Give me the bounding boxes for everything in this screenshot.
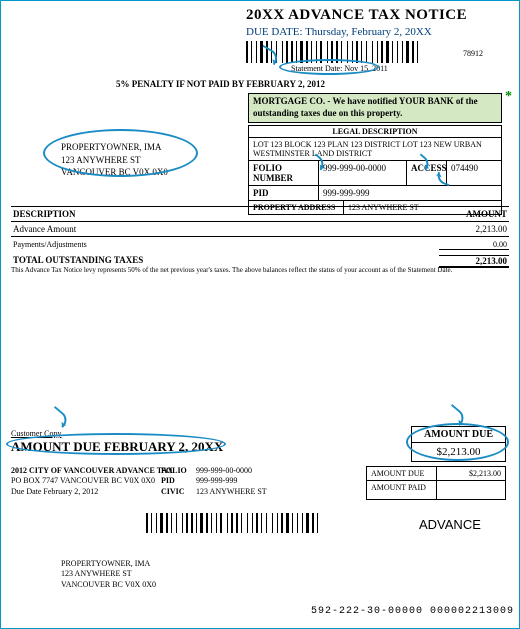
folio-label: FOLIO NUMBER: [249, 161, 319, 185]
remit-identifiers: FOLIO999-999-00-0000 PID999-999-999 CIVI…: [161, 466, 267, 497]
stub-owner-name: PROPERTYOWNER, IMA: [61, 559, 156, 569]
stub-amount-due-value: $2,213.00: [437, 467, 505, 480]
access-value: 074490: [447, 161, 482, 185]
barcode-bottom: [146, 513, 346, 533]
stub-pid-label: PID: [161, 476, 196, 486]
adjustments-value: 0.00: [439, 240, 509, 250]
mortgage-notice: MORTGAGE CO. - We have notified YOUR BAN…: [248, 93, 502, 123]
advance-amount-label: Advance Amount: [11, 224, 439, 234]
penalty-notice: 5% PENALTY IF NOT PAID BY FEBRUARY 2, 20…: [116, 79, 325, 89]
annotation-arrow: [47, 406, 70, 428]
annotation-circle: [279, 59, 379, 75]
stub-civic-value: 123 ANYWHERE ST: [196, 487, 267, 496]
stub-amount-paid-value: [437, 481, 505, 499]
stub-owner-street: 123 ANYWHERE ST: [61, 569, 156, 579]
col-description: DESCRIPTION: [11, 207, 439, 221]
stub-civic-label: CIVIC: [161, 487, 196, 497]
stub-owner-address: PROPERTYOWNER, IMA 123 ANYWHERE ST VANCO…: [61, 559, 156, 590]
advance-label: ADVANCE: [419, 517, 481, 532]
document-number: 78912: [463, 49, 483, 58]
pid-label: PID: [249, 186, 319, 200]
due-date: DUE DATE: Thursday, February 2, 20XX: [246, 26, 467, 38]
stub-owner-city: VANCOUVER BC V0X 0X0: [61, 580, 156, 590]
notice-title: 20XX ADVANCE TAX NOTICE: [246, 7, 467, 24]
remit-issuer: 2012 CITY OF VANCOUVER ADVANCE TAX PO BO…: [11, 466, 173, 497]
ocr-scanline: 592-222-30-00000 000002213009: [311, 606, 514, 617]
asterisk-mark: *: [505, 89, 512, 105]
annotation-circle: [43, 129, 198, 177]
stub-folio-label: FOLIO: [161, 466, 196, 476]
notice-footnote: This Advance Tax Notice levy represents …: [11, 266, 509, 274]
advance-amount-value: 2,213.00: [439, 224, 509, 234]
annotation-circle: [406, 423, 509, 461]
stub-pid-value: 999-999-999: [196, 476, 237, 485]
legal-header: LEGAL DESCRIPTION: [249, 126, 501, 138]
stub-amount-due-label: AMOUNT DUE: [367, 467, 437, 480]
legal-description: LOT 123 BLOCK 123 PLAN 123 DISTRICT LOT …: [249, 138, 501, 161]
annotation-circle: [6, 433, 226, 455]
col-amount: AMOUNT: [439, 207, 509, 221]
issuer-address: PO BOX 7747 VANCOUVER BC V0X 0X0: [11, 476, 173, 486]
stub-folio-value: 999-999-00-0000: [196, 466, 252, 475]
issuer-due-date: Due Date February 2, 2012: [11, 487, 173, 497]
stub-amount-paid-label: AMOUNT PAID: [367, 481, 437, 499]
issuer-name: 2012 CITY OF VANCOUVER ADVANCE TAX: [11, 466, 173, 476]
pid-value: 999-999-999: [319, 186, 374, 200]
folio-value: 999-999-00-0000: [319, 161, 407, 185]
payment-box: AMOUNT DUE $2,213.00 AMOUNT PAID: [366, 466, 506, 500]
adjustments-label: Payments/Adjustments: [11, 240, 439, 250]
legal-description-box: LEGAL DESCRIPTION LOT 123 BLOCK 123 PLAN…: [248, 125, 502, 215]
charges-table: DESCRIPTION AMOUNT Advance Amount 2,213.…: [11, 206, 509, 270]
